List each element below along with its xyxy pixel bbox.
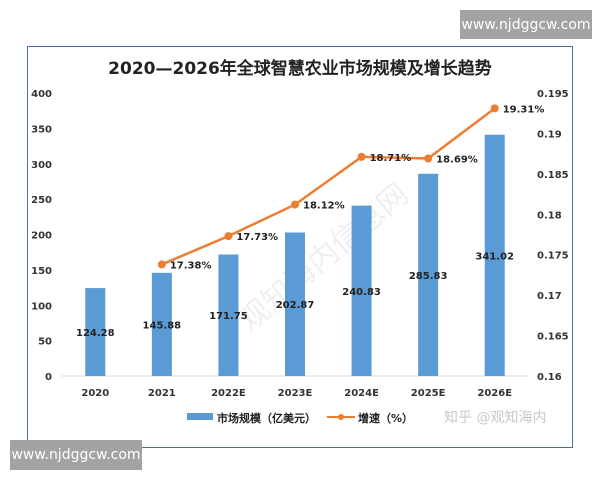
bar xyxy=(351,205,372,376)
legend: 市场规模（亿美元） 增速（%） xyxy=(187,411,413,425)
bar-data-label: 124.28 xyxy=(76,328,115,339)
y-left-tick-label: 350 xyxy=(31,124,52,135)
growth-data-label: 17.38% xyxy=(170,260,212,271)
site-watermark-top: www.njdggcw.com xyxy=(460,10,592,39)
y-left-tick-label: 150 xyxy=(31,266,52,277)
y-left-tick-label: 300 xyxy=(31,160,52,171)
growth-data-label: 19.31% xyxy=(503,104,545,115)
bar xyxy=(418,173,439,376)
y-left-tick-label: 0 xyxy=(45,372,52,383)
y-right-tick-label: 0.185 xyxy=(537,170,569,181)
bar xyxy=(285,232,305,376)
chart-title: 2020—2026年全球智慧农业市场规模及增长趋势 xyxy=(108,58,492,79)
y-right-tick-label: 0.175 xyxy=(537,251,569,262)
site-watermark-bottom: www.njdggcw.com xyxy=(10,440,142,470)
bar xyxy=(484,134,505,376)
growth-point xyxy=(224,232,233,241)
x-tick-label: 2024E xyxy=(344,388,379,399)
growth-point xyxy=(490,104,499,113)
zhihu-watermark: 知乎 @观知海内 xyxy=(444,409,546,426)
bar-data-label: 240.83 xyxy=(342,287,381,298)
x-tick-label: 2021 xyxy=(148,388,176,399)
growth-point xyxy=(424,154,433,163)
bar xyxy=(151,272,172,376)
x-tick-label: 2026E xyxy=(477,388,512,399)
bar-data-label: 202.87 xyxy=(276,300,315,311)
bar xyxy=(85,288,106,376)
y-left-tick-label: 400 xyxy=(31,89,52,100)
bar-data-label: 145.88 xyxy=(143,320,182,331)
growth-data-label: 18.12% xyxy=(303,201,345,212)
y-left-tick-label: 100 xyxy=(31,301,52,312)
y-right-tick-label: 0.17 xyxy=(537,291,562,302)
bar-data-label: 171.75 xyxy=(209,311,248,322)
bar-data-label: 285.83 xyxy=(409,271,448,282)
growth-point xyxy=(157,260,166,269)
legend-label-bar: 市场规模（亿美元） xyxy=(217,411,316,425)
y-left-tick-label: 200 xyxy=(31,231,52,242)
y-left-tick-label: 250 xyxy=(31,195,52,206)
y-right-tick-label: 0.18 xyxy=(537,210,562,221)
bar-data-label: 341.02 xyxy=(475,251,514,262)
growth-data-label: 18.69% xyxy=(436,154,478,165)
y-right-tick-label: 0.165 xyxy=(537,332,569,343)
y-right-tick-label: 0.16 xyxy=(537,372,562,383)
x-tick-label: 2022E xyxy=(211,388,246,399)
x-tick-label: 2025E xyxy=(411,388,446,399)
growth-point xyxy=(357,152,366,161)
x-tick-label: 2023E xyxy=(278,388,313,399)
legend-swatch-marker xyxy=(338,414,344,420)
legend-label-line: 增速（%） xyxy=(358,411,413,425)
y-right-tick-label: 0.195 xyxy=(537,89,569,100)
x-tick-label: 2020 xyxy=(81,388,109,399)
growth-data-label: 18.71% xyxy=(370,153,412,164)
y-left-tick-label: 50 xyxy=(38,337,52,348)
legend-swatch-bar xyxy=(187,413,213,420)
growth-point xyxy=(291,200,299,209)
growth-data-label: 17.73% xyxy=(236,232,278,243)
y-right-tick-label: 0.19 xyxy=(537,129,562,140)
bar xyxy=(218,254,239,376)
growth-line xyxy=(161,107,496,266)
